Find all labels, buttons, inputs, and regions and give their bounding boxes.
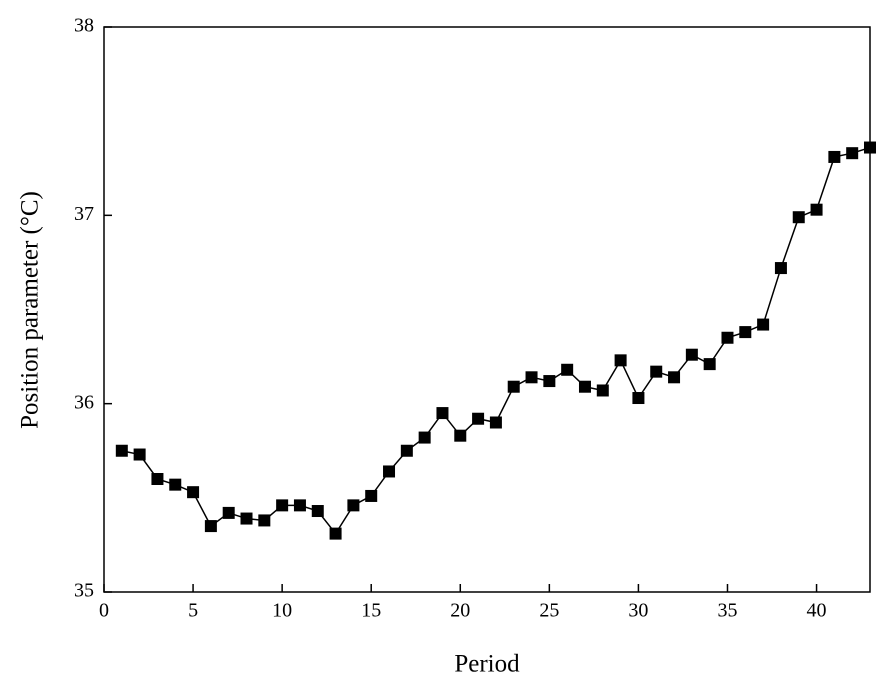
marker [489, 416, 502, 429]
x-tick-label: 5 [188, 600, 198, 622]
y-axis-label: Position parameter (°C) [17, 191, 44, 429]
marker [276, 499, 289, 512]
x-tick-label: 10 [272, 600, 292, 622]
marker [828, 150, 841, 163]
marker [347, 499, 360, 512]
marker [739, 326, 752, 339]
y-tick-label: 36 [74, 391, 94, 413]
marker [222, 506, 235, 519]
y-tick-label: 37 [74, 203, 94, 225]
x-axis-label: Period [454, 651, 520, 678]
marker [187, 486, 200, 499]
marker [543, 375, 556, 388]
x-tick-label: 15 [361, 600, 381, 622]
marker [258, 514, 271, 527]
marker [454, 429, 467, 442]
marker [293, 499, 306, 512]
y-tick-label: 35 [74, 580, 94, 602]
y-tick-label: 38 [74, 15, 94, 37]
marker [383, 465, 396, 478]
marker [703, 358, 716, 371]
marker [329, 527, 342, 540]
marker [721, 331, 734, 344]
marker [436, 407, 449, 420]
marker [614, 354, 627, 367]
marker [632, 392, 645, 405]
marker [204, 520, 217, 533]
marker [650, 365, 663, 378]
marker [400, 444, 413, 457]
marker [169, 478, 182, 491]
marker [668, 371, 681, 384]
marker [864, 141, 876, 154]
marker [525, 371, 538, 384]
marker [472, 412, 485, 425]
marker [311, 505, 324, 518]
marker [596, 384, 609, 397]
marker [151, 473, 164, 485]
x-tick-label: 25 [539, 600, 559, 622]
x-tick-label: 0 [99, 600, 109, 622]
x-tick-label: 35 [717, 600, 737, 622]
marker [792, 211, 805, 224]
marker [115, 444, 128, 457]
marker [240, 512, 253, 525]
plot-frame [103, 26, 871, 593]
x-tick-label: 20 [450, 600, 470, 622]
marker [774, 262, 787, 275]
marker [685, 348, 698, 361]
marker [418, 431, 431, 444]
marker [507, 380, 520, 393]
marker [846, 147, 859, 160]
marker [561, 363, 574, 376]
marker [365, 489, 378, 502]
marker [810, 203, 823, 216]
x-tick-label: 30 [628, 600, 648, 622]
marker [133, 448, 146, 461]
marker [757, 318, 770, 331]
marker [578, 380, 591, 393]
series-line [121, 146, 871, 535]
x-tick-label: 40 [807, 600, 827, 622]
